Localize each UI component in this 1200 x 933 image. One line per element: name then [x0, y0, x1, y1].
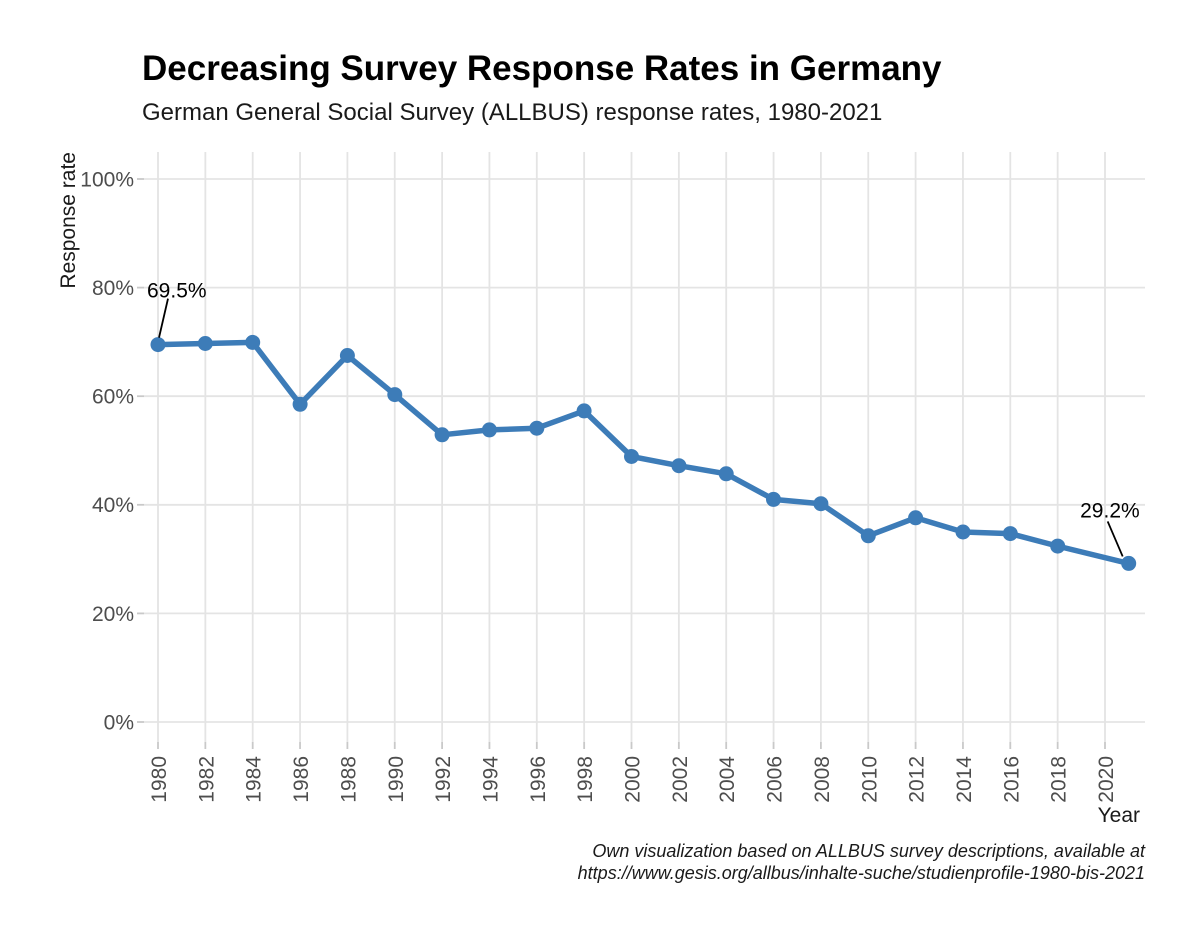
y-tick-label: 80% [92, 277, 134, 300]
x-tick-label: 2010 [858, 756, 881, 803]
chart-subtitle: German General Social Survey (ALLBUS) re… [142, 99, 883, 126]
data-point-2006 [766, 491, 781, 507]
response-rate-line [155, 339, 1132, 567]
x-tick-label: 2012 [906, 756, 929, 803]
x-axis-title: Year [1098, 804, 1140, 827]
y-tick-label: 0% [104, 711, 134, 734]
y-tick-label: 20% [92, 603, 134, 626]
data-point-2010 [860, 528, 876, 544]
source-caption: Own visualization based on ALLBUS survey… [578, 840, 1145, 884]
data-point-2021 [1121, 555, 1137, 571]
data-point-1988 [339, 348, 355, 363]
source-caption-line2: https://www.gesis.org/allbus/inhalte-suc… [577, 863, 1145, 883]
x-tick-label: 1990 [385, 756, 408, 803]
x-tick-label: 1982 [195, 756, 218, 803]
data-point-2004 [718, 466, 734, 482]
x-tick-label: 1992 [432, 756, 455, 803]
x-tick-label: 2014 [953, 756, 976, 803]
x-tick-label: 2004 [716, 756, 739, 803]
data-point-2016 [1002, 526, 1018, 542]
data-point-1994 [481, 422, 497, 438]
x-tick-label: 2006 [764, 756, 787, 803]
x-tick-label: 2016 [1000, 756, 1023, 803]
data-point-1984 [245, 334, 261, 350]
x-tick-label: 1980 [148, 756, 171, 803]
data-point-2014 [955, 524, 971, 540]
data-point-1990 [387, 387, 403, 403]
x-tick-label: 1996 [527, 756, 550, 803]
data-point-1980 [150, 337, 166, 353]
y-tick-label: 60% [92, 386, 134, 409]
annotation-leader-line [158, 298, 169, 338]
data-point-1986 [292, 396, 308, 412]
chart-title: Decreasing Survey Response Rates in Germ… [142, 49, 942, 88]
data-point-1998 [576, 403, 592, 419]
y-axis-title: Response rate [57, 152, 80, 289]
x-tick-label: 2000 [622, 756, 645, 803]
data-point-2018 [1050, 538, 1066, 554]
x-tick-label: 1988 [337, 756, 360, 803]
source-caption-line1: Own visualization based on ALLBUS survey… [592, 841, 1145, 861]
data-point-1982 [197, 336, 213, 351]
x-tick-label: 1998 [574, 756, 597, 803]
data-point-2008 [813, 496, 829, 512]
x-tick-label: 2002 [669, 756, 692, 803]
data-point-2012 [908, 510, 924, 526]
annotation-leader-line [1106, 521, 1124, 557]
x-tick-label: 2020 [1095, 756, 1118, 803]
x-tick-label: 2018 [1048, 756, 1071, 803]
y-tick-label: 100% [80, 168, 134, 191]
x-tick-label: 1984 [243, 756, 266, 803]
annotation-label: 29.2% [1080, 499, 1140, 522]
data-point-2000 [624, 449, 639, 464]
data-point-2002 [671, 458, 687, 474]
x-tick-label: 2008 [811, 756, 834, 803]
x-tick-label: 1994 [479, 756, 502, 803]
data-point-1996 [529, 420, 545, 436]
y-tick-label: 40% [92, 494, 134, 517]
data-point-1992 [434, 427, 450, 443]
annotation-label: 69.5% [147, 280, 207, 303]
x-tick-label: 1986 [290, 756, 313, 803]
